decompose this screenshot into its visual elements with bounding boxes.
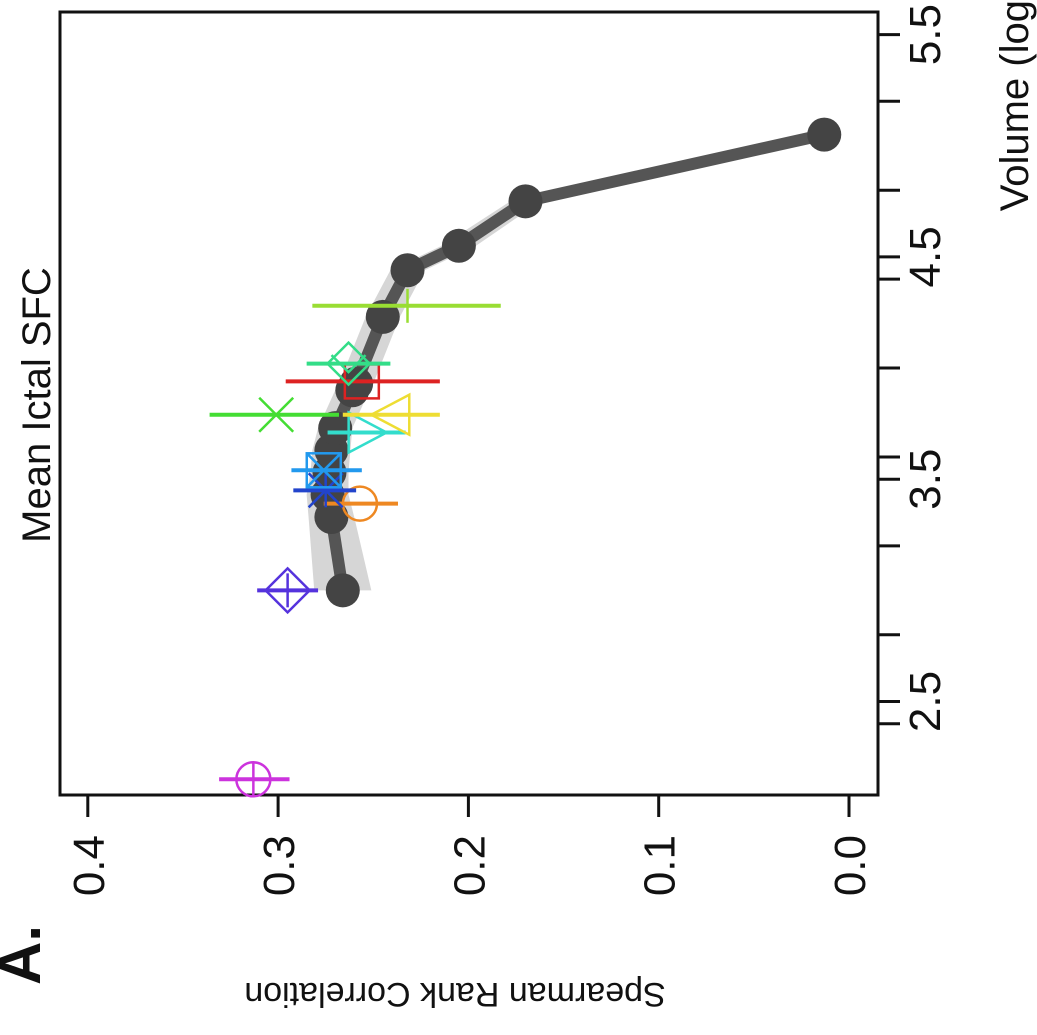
fit-line [321,128,831,597]
group-point [323,485,398,522]
x-axis-label: Volume (log [993,0,1037,211]
y-tick-label: 0.3 [255,835,304,896]
marks-layer [209,117,842,798]
fit-point [339,366,374,401]
fit-point [508,184,543,219]
marker-triangle [347,410,390,455]
y-tick-label: 0.1 [636,835,685,896]
marker-circle [341,485,379,522]
fit-point [390,253,425,288]
x-tick-label: 2.5 [901,671,950,732]
fit-point [365,299,400,334]
axes-layer: 2.5 3.5 4.5 5.5 0.0 0.1 0.2 0.3 0.4 [58,4,950,896]
chart-title: Mean Ictal SFC [15,267,59,543]
group-point [312,288,501,323]
group-point [306,340,391,387]
x-tick-label: 5.5 [901,4,950,65]
fit-point [318,411,353,446]
marker-stroke [258,396,295,433]
marker-square [305,452,343,489]
group-point [219,761,290,798]
marker-stroke [330,354,367,374]
y-axis-label: Spearman Rank Correlation [244,975,665,1013]
x-tick-label: 3.5 [901,449,950,510]
y-tick-label: 0.4 [65,835,114,896]
marker-stroke [305,452,342,489]
x-tick-label: 4.5 [901,226,950,287]
y-tick-label: 0.0 [826,835,875,896]
plot-frame [58,10,880,797]
group-point [209,396,339,433]
group-point [327,410,406,455]
marker-stroke [307,472,344,509]
group-point [342,392,440,437]
fit-point [441,228,476,263]
marker-triangle [368,392,411,437]
y-tick-label: 0.2 [445,835,494,896]
panel-label: A. [0,925,53,985]
fit-point [807,117,842,152]
group-point [291,452,362,489]
fit-point [325,573,360,608]
marker-diamond [263,566,312,615]
group-point [257,566,319,615]
